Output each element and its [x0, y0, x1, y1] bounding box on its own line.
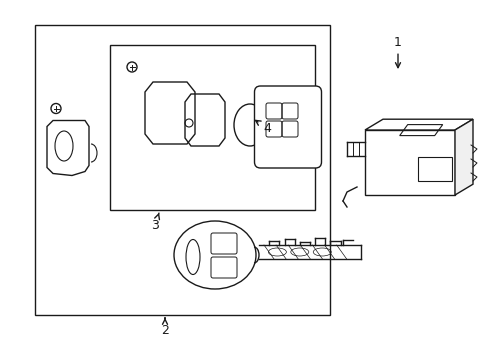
Bar — [110, 45, 314, 210]
Bar — [35, 25, 329, 315]
Ellipse shape — [234, 104, 265, 146]
Circle shape — [51, 104, 61, 113]
Polygon shape — [364, 119, 472, 130]
Text: 1: 1 — [393, 36, 401, 68]
Text: 4: 4 — [255, 120, 270, 135]
Bar — [417, 157, 451, 180]
Text: 3: 3 — [151, 213, 159, 231]
FancyBboxPatch shape — [254, 86, 321, 168]
Bar — [364, 130, 454, 195]
Text: 2: 2 — [161, 318, 168, 337]
Ellipse shape — [174, 221, 256, 289]
Circle shape — [127, 62, 137, 72]
Polygon shape — [454, 119, 472, 195]
